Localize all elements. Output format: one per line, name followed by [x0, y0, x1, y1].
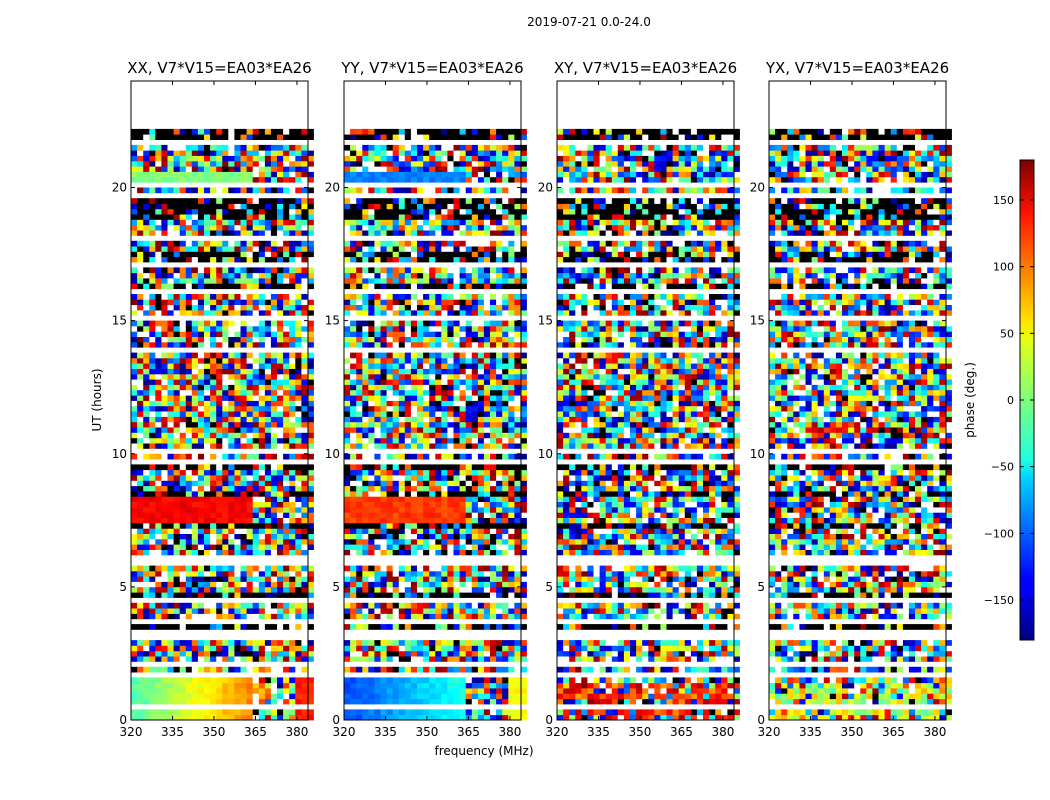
panel-frame — [556, 80, 735, 721]
x-tick-label: 380 — [285, 725, 308, 739]
y-tick-label: 15 — [112, 314, 127, 328]
x-tick-label: 335 — [799, 725, 822, 739]
y-tick-label: 5 — [332, 580, 340, 594]
x-tick-label: 380 — [711, 725, 734, 739]
y-tick-label: 20 — [538, 181, 553, 195]
x-tick-label: 335 — [587, 725, 610, 739]
panel-frame — [130, 80, 309, 721]
x-tick-label: 365 — [882, 725, 905, 739]
x-tick-label: 335 — [374, 725, 397, 739]
colorbar-tick-label: 50 — [1000, 327, 1014, 340]
heatmap-cells — [769, 128, 952, 721]
y-tick-label: 15 — [325, 314, 340, 328]
panel-title: XX, V7*V15=EA03*EA26 — [127, 59, 311, 77]
x-tick-label: 320 — [120, 725, 143, 739]
x-tick-label: 380 — [498, 725, 521, 739]
panel-title: XY, V7*V15=EA03*EA26 — [554, 59, 737, 77]
y-tick-label: 20 — [750, 181, 765, 195]
y-tick-label: 0 — [332, 713, 340, 727]
y-tick-label: 10 — [750, 447, 765, 461]
x-tick-label: 380 — [923, 725, 946, 739]
x-tick-label: 365 — [457, 725, 480, 739]
panel-frame — [343, 80, 522, 721]
heatmap-cells — [344, 128, 527, 721]
panel-cross2: YX, V7*V15=EA03*EA26 320 335 350 365 380 0 5 10 1… — [750, 59, 952, 739]
y-tick-label: 0 — [119, 713, 127, 727]
x-tick-label: 365 — [670, 725, 693, 739]
y-tick-label: 10 — [538, 447, 553, 461]
colorbar-tick-label: −150 — [984, 594, 1014, 607]
y-tick-label: 10 — [325, 447, 340, 461]
colorbar-tick-label: 100 — [993, 261, 1014, 274]
x-tick-label: 350 — [841, 725, 864, 739]
heatmap-cells — [557, 128, 740, 721]
x-tick-label: 320 — [546, 725, 569, 739]
colorbar-tick-label: 0 — [1007, 394, 1014, 407]
y-tick-label: 5 — [545, 580, 553, 594]
y-tick-label: 5 — [757, 580, 765, 594]
panel-frame — [768, 80, 947, 721]
x-tick-label: 335 — [161, 725, 184, 739]
y-tick-label: 0 — [757, 713, 765, 727]
colorbar: 150 100 50 0 −50 −100 −150 phase (deg.) — [963, 159, 1035, 641]
colorbar-label: phase (deg.) — [963, 362, 977, 438]
y-tick-label: 20 — [112, 181, 127, 195]
y-tick-label: 5 — [119, 580, 127, 594]
colorbar-tick-label: −100 — [984, 527, 1014, 540]
x-tick-label: 350 — [416, 725, 439, 739]
panel-xx: XX, V7*V15=EA03*EA26 320 335 350 365 380 0 5 10 1… — [112, 59, 314, 739]
y-tick-label: 20 — [325, 181, 340, 195]
y-tick-label: 15 — [750, 314, 765, 328]
x-tick-label: 350 — [203, 725, 226, 739]
panel-yy: YY, V7*V15=EA03*EA26 320 335 350 365 380 0 5 10 1… — [325, 59, 527, 739]
y-tick-label: 0 — [545, 713, 553, 727]
y-tick-label: 10 — [112, 447, 127, 461]
x-tick-label: 320 — [333, 725, 356, 739]
heatmap-cells — [131, 128, 314, 721]
panel-title: YX, V7*V15=EA03*EA26 — [765, 59, 949, 77]
y-axis-label: UT (hours) — [90, 368, 104, 431]
x-tick-label: 350 — [629, 725, 652, 739]
panel-cross: XY, V7*V15=EA03*EA26 320 335 350 365 380 0 5 10 1… — [538, 59, 740, 739]
x-axis-label: frequency (MHz) — [434, 744, 533, 758]
colorbar-tick-label: 150 — [993, 194, 1014, 207]
figure-suptitle: 2019-07-21 0.0-24.0 — [527, 15, 651, 29]
x-tick-label: 365 — [244, 725, 267, 739]
panel-title: YY, V7*V15=EA03*EA26 — [340, 59, 523, 77]
x-tick-label: 320 — [758, 725, 781, 739]
y-tick-label: 15 — [538, 314, 553, 328]
colorbar-tick-label: −50 — [991, 461, 1014, 474]
